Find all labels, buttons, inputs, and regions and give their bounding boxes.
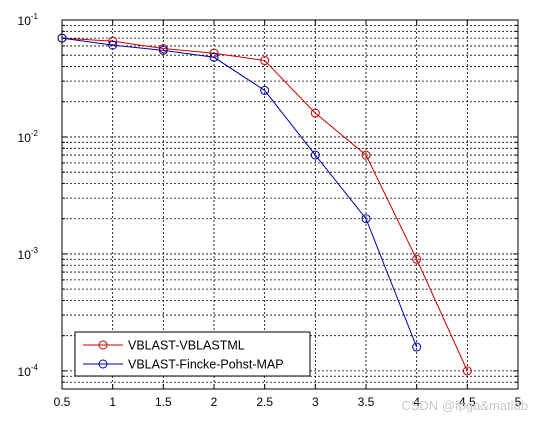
data-point-marker [361, 150, 371, 160]
series-line [61, 37, 468, 372]
x-tick-label: 1 [109, 395, 116, 409]
x-tick-label: 3.5 [358, 395, 375, 409]
legend-box [74, 331, 311, 377]
x-tick-label: 0.5 [54, 395, 71, 409]
axes-frame [61, 19, 519, 390]
x-tick-label: 2 [211, 395, 218, 409]
y-tick-base: 10 [18, 248, 32, 262]
legend: VBLAST-VBLASTML VBLAST-Fincke-Pohst-MAP [74, 331, 311, 377]
legend-entries: VBLAST-VBLASTML VBLAST-Fincke-Pohst-MAP [83, 339, 284, 372]
data-point-marker [260, 85, 270, 95]
data-point-marker [310, 108, 320, 118]
y-tick-base: 10 [18, 14, 32, 28]
y-tick-exponent: -4 [31, 363, 39, 372]
legend-entry: VBLAST-Fincke-Pohst-MAP [83, 358, 284, 372]
data-point-marker [209, 52, 219, 62]
y-tick-exponent: -1 [31, 12, 39, 21]
legend-marker-sample [98, 340, 108, 350]
data-point-marker [412, 254, 422, 264]
data-point-marker [108, 40, 118, 50]
y-tick-label: 10-3 [18, 246, 39, 262]
legend-entry: VBLAST-VBLASTML [83, 339, 245, 353]
x-tick-label: 4 [413, 395, 420, 409]
y-tick-base: 10 [18, 365, 32, 379]
data-point-marker [361, 214, 371, 224]
x-tick-label: 5 [515, 395, 522, 409]
plot-series [57, 33, 472, 376]
watermark-text: CSDN @fpga&matlab [401, 398, 528, 413]
y-tick-exponent: -2 [31, 129, 39, 138]
y-tick-base: 10 [18, 131, 32, 145]
grid-lines [62, 20, 518, 389]
series-line [61, 37, 418, 348]
y-tick-label: 10-2 [18, 129, 39, 145]
y-tick-label: 10-1 [18, 12, 39, 28]
x-tick-label: 1.5 [155, 395, 172, 409]
legend-label: VBLAST-Fincke-Pohst-MAP [128, 358, 284, 372]
y-tick-labels: 10-110-210-310-4 [18, 12, 39, 379]
data-point-marker [260, 56, 270, 66]
axis-ticks [61, 19, 519, 390]
data-point-marker [412, 342, 422, 352]
data-point-marker [158, 45, 168, 55]
legend-marker-sample [98, 359, 108, 369]
y-tick-exponent: -3 [31, 246, 39, 255]
legend-label: VBLAST-VBLASTML [128, 339, 245, 353]
y-tick-label: 10-4 [18, 363, 39, 379]
x-tick-label: 3 [312, 395, 319, 409]
data-point-marker [310, 150, 320, 160]
data-point-marker [462, 366, 472, 376]
x-tick-label: 2.5 [256, 395, 273, 409]
x-tick-labels: 0.5 1 1.5 2 2.5 3 3.5 4 4.5 5 [54, 395, 522, 409]
x-tick-label: 4.5 [459, 395, 476, 409]
